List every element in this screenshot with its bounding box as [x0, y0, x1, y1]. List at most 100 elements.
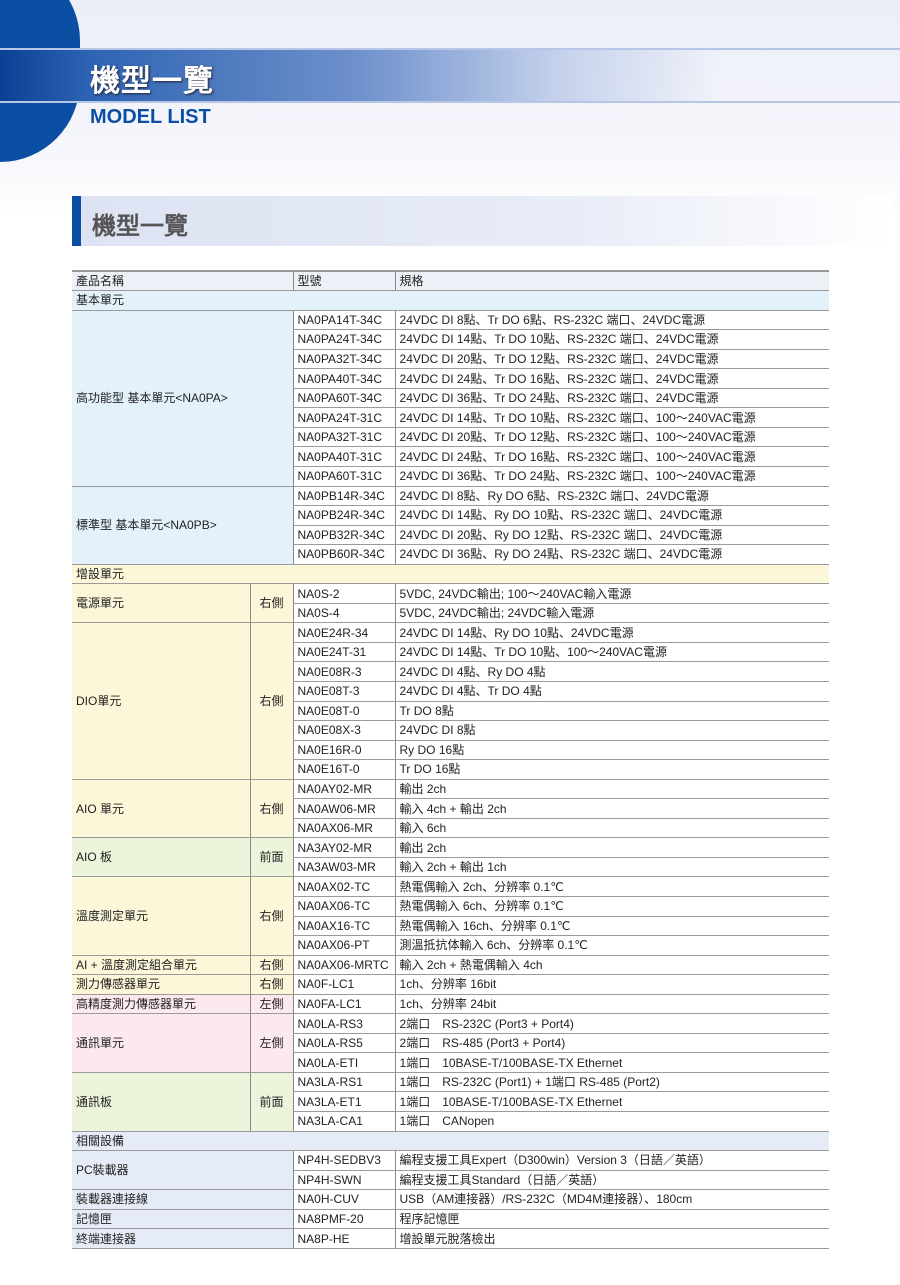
page-subtitle: MODEL LIST — [90, 106, 211, 128]
table-row: 通訊單元 左側 NA0LA-RS3 2端口 RS-232C (Port3 + Port… — [72, 1013, 829, 1073]
spec-cell: 輸入 2ch + 輸出 1ch — [395, 857, 829, 878]
model-list-table: 產品名稱 型號 規格 基本單元 高功能型 基本單元<NA0PA> NA0PA14T-34C… — [72, 270, 829, 1249]
product-name-cell: 標準型 基本單元<NA0PB> — [72, 486, 294, 565]
model-cell: NA3AY02-MR — [293, 837, 396, 858]
spec-cell: 24VDC DI 36點、Tr DO 24點、RS-232C 端口、100～24… — [395, 466, 829, 487]
table-row: NP4H-SWN 編程支援工具Standard（日語／英語） — [72, 1170, 829, 1191]
spec-cell: 輸入 4ch + 輸出 2ch — [395, 798, 829, 819]
spec-cell: 5VDC, 24VDC輸出; 100～240VAC輸入電源 — [395, 583, 829, 604]
model-cell: NA0PB60R-34C — [293, 544, 396, 565]
table-row: NA0PA32T-34C 24VDC DI 20點、Tr DO 12點、RS-23… — [72, 349, 829, 370]
spec-cell: Tr DO 8點 — [395, 701, 829, 722]
spec-cell: 1端口 RS-232C (Port1) + 1端口 RS-485 (Port2) — [395, 1072, 829, 1093]
table-row: NA0PA40T-34C 24VDC DI 24點、Tr DO 16點、RS-23… — [72, 368, 829, 389]
section-heading: 機型一覽 — [72, 196, 892, 246]
product-name-cell: 裝載器連接線 — [72, 1189, 294, 1210]
spec-cell: 程序記憶匣 — [395, 1209, 829, 1230]
product-name-cell: 記憶匣 — [72, 1209, 294, 1230]
model-cell: NA0PB24R-34C — [293, 505, 396, 526]
model-cell: NA0AX06-PT — [293, 935, 396, 956]
model-cell: NA0E24R-34 — [293, 622, 396, 643]
header-band — [0, 48, 900, 103]
model-cell: NA0PA60T-31C — [293, 466, 396, 487]
model-cell: NA0PB14R-34C — [293, 486, 396, 507]
model-cell: NA0AW06-MR — [293, 798, 396, 819]
table-row: AIO 單元 右側 NA0AY02-MR 輸出 2ch — [72, 779, 829, 839]
model-cell: NA0E08R-3 — [293, 661, 396, 682]
model-cell: NA0PA40T-31C — [293, 446, 396, 467]
model-cell: NA8PMF-20 — [293, 1209, 396, 1230]
table-row: NA0E08T-0 Tr DO 8點 — [72, 701, 829, 722]
section-label: 相關設備 — [72, 1131, 829, 1152]
spec-cell: 1端口 10BASE-T/100BASE-TX Ethernet — [395, 1052, 829, 1073]
spec-cell: 2端口 RS-232C (Port3 + Port4) — [395, 1013, 829, 1034]
table-row: 通訊板 前面 NA3LA-RS1 1端口 RS-232C (Port1) + 1端口 … — [72, 1072, 829, 1132]
product-name-cell: 電源單元 — [72, 583, 251, 624]
model-cell: NA0E16R-0 — [293, 740, 396, 761]
table-row: 高精度測力傳感器單元 左側 NA0FA-LC1 1ch、分辨率 24bit — [72, 994, 829, 1015]
header-background — [0, 0, 900, 220]
model-cell: NA0PA40T-34C — [293, 368, 396, 389]
model-cell: NA0LA-RS3 — [293, 1013, 396, 1034]
spec-cell: 輸入 2ch + 熱電偶輸入 4ch — [395, 955, 829, 976]
spec-cell: 編程支援工具Expert（D300win）Version 3（日語／英語） — [395, 1150, 829, 1171]
model-cell: NA8P-HE — [293, 1228, 396, 1249]
model-cell: NA0E08X-3 — [293, 720, 396, 741]
spec-cell: 熱電偶輸入 16ch、分辨率 0.1℃ — [395, 916, 829, 937]
spec-cell: USB（AM連接器）/RS-232C（MD4M連接器）、180cm — [395, 1189, 829, 1210]
model-cell: NA3LA-ET1 — [293, 1091, 396, 1113]
table-row: 裝載器連接線 NA0H-CUV USB（AM連接器）/RS-232C（MD4M連接器… — [72, 1189, 829, 1210]
spec-cell: 24VDC DI 24點、Tr DO 16點、RS-232C 端口、24VDC電… — [395, 368, 829, 389]
spec-cell: 24VDC DI 20點、Tr DO 12點、RS-232C 端口、24VDC電… — [395, 349, 829, 370]
model-cell: NP4H-SEDBV3 — [293, 1150, 396, 1171]
table-row: NA0PB60R-34C 24VDC DI 36點、Ry DO 24點、RS-23… — [72, 544, 829, 565]
model-cell: NA0S-2 — [293, 583, 396, 604]
product-name-cell: DIO單元 — [72, 622, 251, 780]
model-cell: NA0FA-LC1 — [293, 994, 396, 1015]
spec-cell: 編程支援工具Standard（日語／英語） — [395, 1170, 829, 1191]
mount-side-cell: 右側 — [250, 622, 294, 780]
table-row: NA0E16R-0 Ry DO 16點 — [72, 740, 829, 761]
table-row: 測力傳感器單元 右側 NA0F-LC1 1ch、分辨率 16bit — [72, 974, 829, 995]
table-row: NA3LA-CA1 1端口 CANopen — [72, 1111, 829, 1132]
product-name-cell: AIO 單元 — [72, 779, 251, 839]
model-cell: NA0AX02-TC — [293, 876, 396, 897]
section-label: 增設單元 — [72, 564, 829, 585]
page-title: 機型一覽 — [90, 65, 214, 98]
mount-side-cell: 左側 — [250, 994, 294, 1015]
model-cell: NA0AY02-MR — [293, 779, 396, 800]
table-row: NA0PA24T-34C 24VDC DI 14點、Tr DO 10點、RS-23… — [72, 329, 829, 350]
table-row: NA0PA60T-34C 24VDC DI 36點、Tr DO 24點、RS-23… — [72, 388, 829, 409]
table-row: NA0PA32T-31C 24VDC DI 20點、Tr DO 12點、RS-23… — [72, 427, 829, 448]
column-header-product-name: 產品名稱 — [72, 270, 294, 292]
product-name-cell: 測力傳感器單元 — [72, 974, 251, 995]
column-header-spec: 規格 — [395, 270, 829, 292]
model-cell: NA0F-LC1 — [293, 974, 396, 995]
table-row: NA0PB24R-34C 24VDC DI 14點、Ry DO 10點、RS-23… — [72, 505, 829, 526]
table-row: NA0PB32R-34C 24VDC DI 20點、Ry DO 12點、RS-23… — [72, 525, 829, 546]
table-row: NA0E08X-3 24VDC DI 8點 — [72, 720, 829, 741]
product-name-cell: 通訊板 — [72, 1072, 251, 1132]
model-cell: NA0PA32T-34C — [293, 349, 396, 370]
product-name-cell: AI + 溫度測定組合單元 — [72, 955, 251, 976]
spec-cell: 熱電偶輸入 6ch、分辨率 0.1℃ — [395, 896, 829, 917]
spec-cell: 1ch、分辨率 24bit — [395, 994, 829, 1015]
model-cell: NA0E16T-0 — [293, 759, 396, 780]
mount-side-cell: 右側 — [250, 876, 294, 956]
table-row: NA0E08T-3 24VDC DI 4點、Tr DO 4點 — [72, 681, 829, 702]
model-cell: NA3AW03-MR — [293, 857, 396, 878]
model-cell: NA0PA60T-34C — [293, 388, 396, 409]
spec-cell: 24VDC DI 24點、Tr DO 16點、RS-232C 端口、100～24… — [395, 446, 829, 467]
model-cell: NA0E24T-31 — [293, 642, 396, 663]
table-row: 記憶匣 NA8PMF-20 程序記憶匣 — [72, 1209, 829, 1230]
spec-cell: 熱電偶輸入 2ch、分辨率 0.1℃ — [395, 876, 829, 897]
model-cell: NA0E08T-3 — [293, 681, 396, 702]
table-row: NA3LA-ET1 1端口 10BASE-T/100BASE-TX Etherne… — [72, 1091, 829, 1113]
model-cell: NA0AX06-TC — [293, 896, 396, 917]
spec-cell: 24VDC DI 14點、Ry DO 10點、RS-232C 端口、24VDC電… — [395, 505, 829, 526]
spec-cell: 24VDC DI 14點、Tr DO 10點、RS-232C 端口、24VDC電… — [395, 329, 829, 350]
table-row: NA0AX06-TC 熱電偶輸入 6ch、分辨率 0.1℃ — [72, 896, 829, 917]
mount-side-cell: 左側 — [250, 1013, 294, 1073]
spec-cell: 24VDC DI 4點、Tr DO 4點 — [395, 681, 829, 702]
table-row: NA0PA40T-31C 24VDC DI 24點、Tr DO 16點、RS-23… — [72, 446, 829, 467]
